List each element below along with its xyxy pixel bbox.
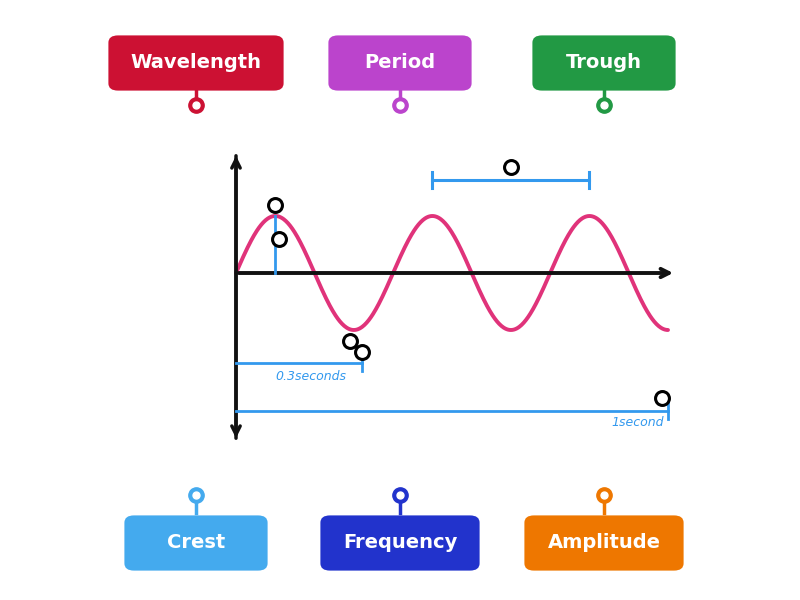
Text: Period: Period [365, 53, 435, 73]
FancyBboxPatch shape [124, 515, 267, 571]
Text: Amplitude: Amplitude [547, 533, 661, 553]
FancyBboxPatch shape [108, 35, 283, 91]
Text: 0.3seconds: 0.3seconds [275, 370, 346, 383]
Text: Wavelength: Wavelength [130, 53, 262, 73]
Text: Frequency: Frequency [343, 533, 457, 553]
Text: Crest: Crest [167, 533, 225, 553]
Text: 1second: 1second [611, 416, 664, 429]
FancyBboxPatch shape [533, 35, 675, 91]
FancyBboxPatch shape [525, 515, 683, 571]
FancyBboxPatch shape [328, 35, 471, 91]
Text: Trough: Trough [566, 53, 642, 73]
FancyBboxPatch shape [320, 515, 479, 571]
